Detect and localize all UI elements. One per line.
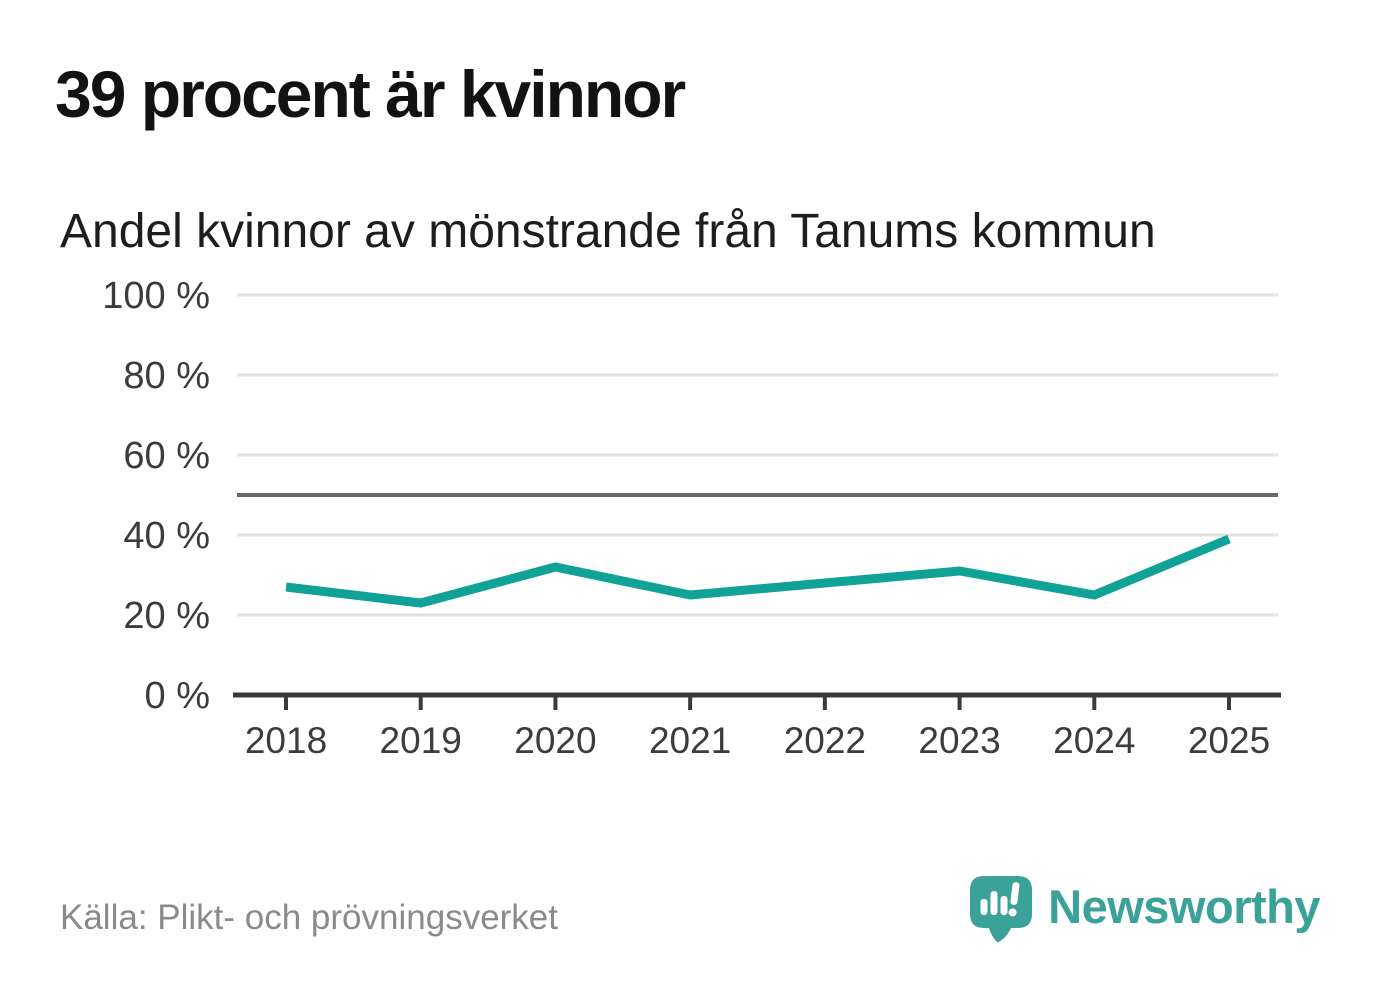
y-axis-labels: 0 % 20 % 40 % 60 % 80 % 100 % — [102, 275, 210, 717]
x-tick-label: 2021 — [649, 720, 731, 761]
x-tick-label: 2023 — [918, 720, 1000, 761]
x-tick-label: 2018 — [245, 720, 327, 761]
logo-bar-medium — [1000, 896, 1008, 915]
y-tick-label: 100 % — [102, 275, 210, 317]
x-tick-label: 2025 — [1188, 720, 1270, 761]
gridlines — [237, 293, 1278, 617]
y-tick-label: 60 % — [123, 435, 210, 477]
logo-bar-tall — [990, 891, 998, 915]
y-tick-label: 80 % — [123, 355, 210, 397]
logo-exclamation-mark — [1008, 882, 1020, 917]
y-tick-label: 0 % — [145, 675, 210, 717]
newsworthy-logo: Newsworthy — [970, 876, 1320, 950]
newsworthy-speech-bubble-bar-chart-icon — [970, 876, 1033, 943]
x-tick-label: 2020 — [514, 720, 596, 761]
source-note: Källa: Plikt- och prövningsverket — [60, 898, 558, 937]
x-tick-label: 2019 — [380, 720, 462, 761]
brand-wordmark: Newsworthy — [1048, 879, 1320, 933]
x-tick-label: 2024 — [1053, 720, 1135, 761]
y-tick-label: 40 % — [123, 515, 210, 557]
data-series-line — [285, 534, 1231, 608]
x-tick-label: 2022 — [784, 720, 866, 761]
x-axis-labels: 2018 2019 2020 2021 2022 2023 2024 2025 — [245, 720, 1270, 761]
y-tick-label: 20 % — [123, 595, 210, 637]
series-line — [285, 534, 1231, 608]
logo-bar-short — [980, 899, 988, 915]
chart-title: 39 procent är kvinnor — [55, 57, 686, 131]
chart-subtitle: Andel kvinnor av mönstrande från Tanums … — [60, 205, 1156, 258]
x-axis — [233, 692, 1281, 710]
